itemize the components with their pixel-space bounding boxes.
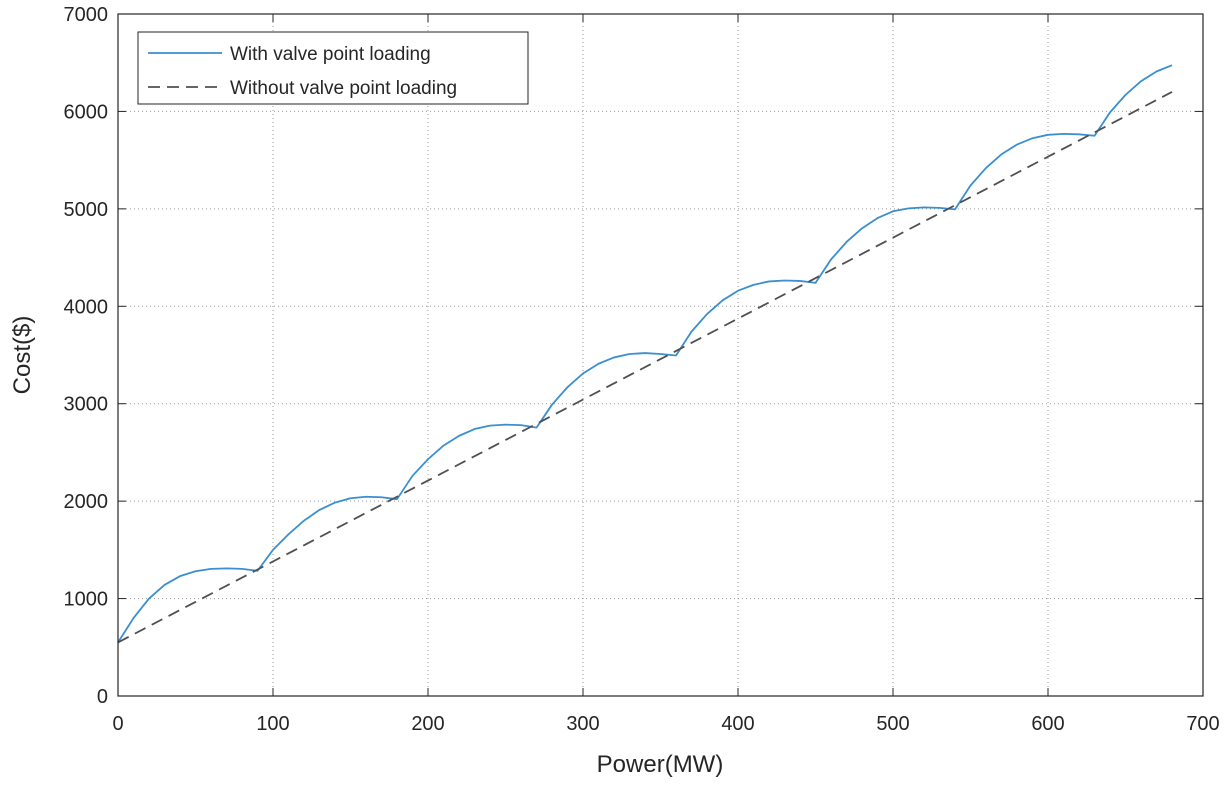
x-tick-label: 500 — [876, 713, 909, 735]
y-axis-label: Cost($) — [9, 316, 36, 395]
x-axis-label: Power(MW) — [597, 751, 724, 778]
series-layer — [117, 64, 1173, 644]
y-tick-label: 4000 — [64, 296, 109, 318]
legend: With valve point loading Without valve p… — [137, 31, 529, 105]
x-tick-label: 300 — [566, 713, 599, 735]
y-tick-label: 3000 — [64, 394, 109, 416]
x-tick-label: 600 — [1031, 713, 1064, 735]
y-tick-label: 6000 — [64, 101, 109, 123]
x-tick-label: 100 — [256, 713, 289, 735]
plot-area — [118, 14, 1203, 696]
x-tick-label: 200 — [411, 713, 444, 735]
y-tick-label: 0 — [97, 686, 108, 708]
y-tick-label: 1000 — [64, 589, 109, 611]
legend-label-with-valve: With valve point loading — [230, 44, 431, 65]
legend-box — [137, 31, 529, 105]
x-tick-label: 0 — [112, 713, 123, 735]
x-tick-label: 400 — [721, 713, 754, 735]
y-tick-label: 7000 — [64, 4, 109, 26]
grid-lines — [118, 14, 1203, 696]
series-line-without-valve-point-loading — [117, 91, 1173, 644]
tick-layer: 0 100 200 300 400 500 600 700010002000300040005… — [64, 4, 1220, 735]
x-tick-label: 700 — [1186, 713, 1219, 735]
y-tick-label: 2000 — [64, 491, 109, 513]
series-line-with-valve-point-loading — [117, 64, 1173, 643]
legend-label-without-valve: Without valve point loading — [230, 78, 457, 99]
y-tick-label: 5000 — [64, 199, 109, 221]
plot-frame — [117, 13, 1204, 697]
